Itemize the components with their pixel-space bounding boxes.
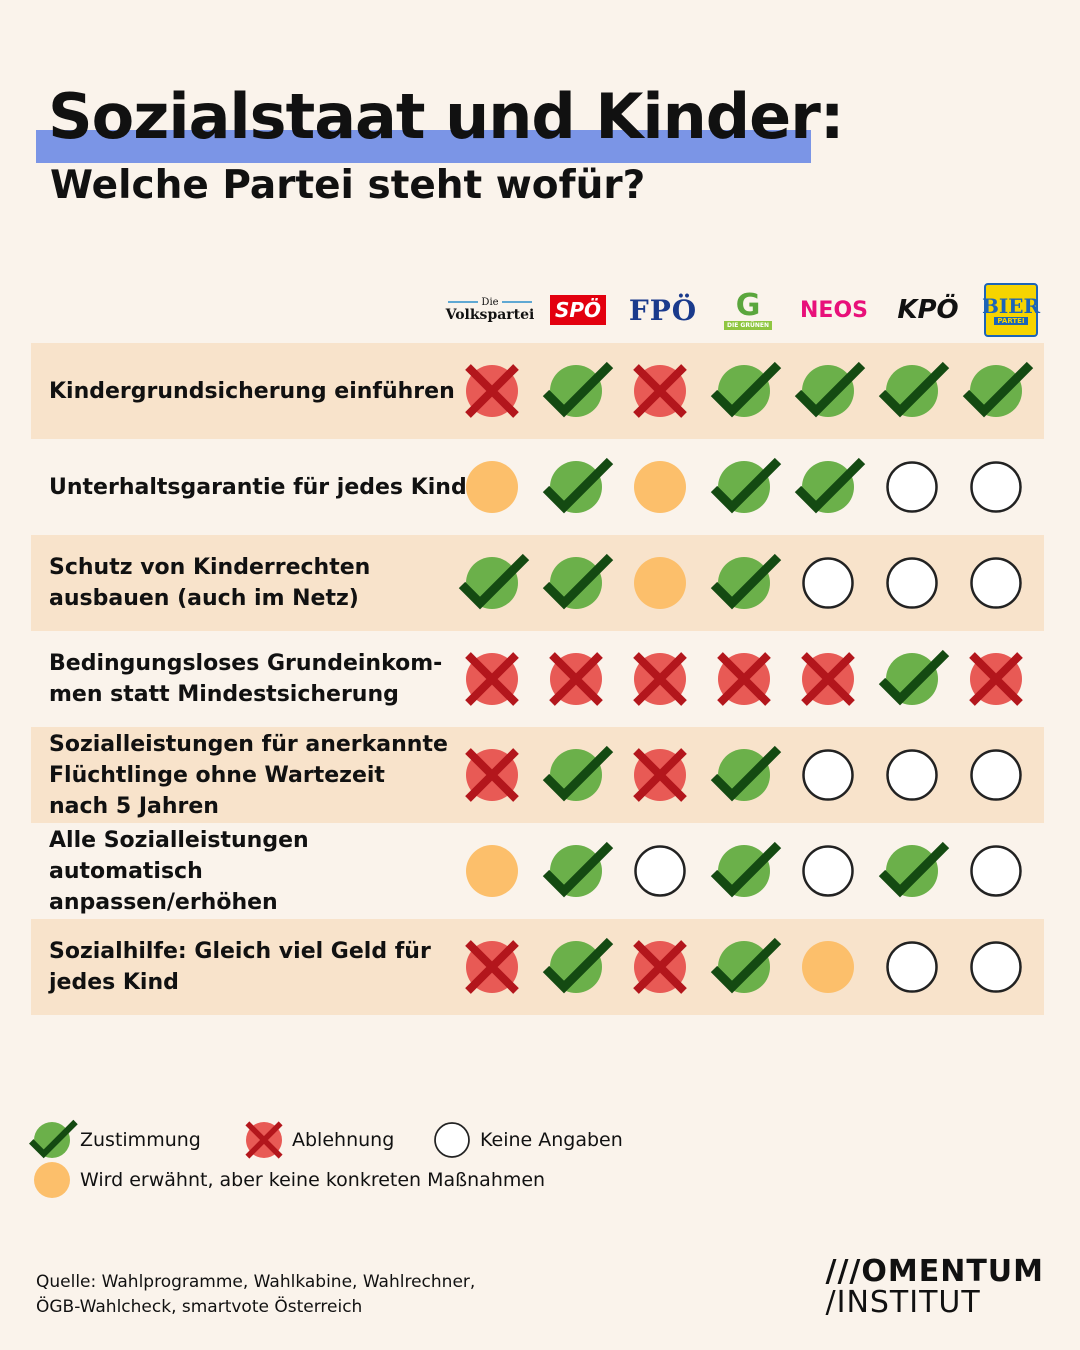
row-label: Sozialhilfe: Gleich viel Geld für jedes … (49, 939, 431, 995)
row-label: Schutz von Kinderrechten ausbauen (auch … (49, 555, 371, 611)
cross-icon (245, 1121, 283, 1159)
legend-item-no: Ablehnung (245, 1121, 395, 1159)
check-icon (29, 1119, 78, 1159)
cross-icon (717, 652, 771, 706)
empty-circle-icon (970, 749, 1022, 801)
check-icon (542, 553, 614, 610)
legend-label-no: Ablehnung (292, 1129, 395, 1151)
orange-circle-icon (634, 461, 686, 513)
check-icon (878, 361, 950, 418)
check-icon (878, 649, 950, 706)
empty-circle-icon (802, 749, 854, 801)
legend-item-mention: Wird erwähnt, aber keine konkreten Maßna… (34, 1162, 545, 1198)
check-icon (710, 361, 782, 418)
orange-circle-icon (634, 557, 686, 609)
row-label: Kindergrundsicherung einführen (49, 378, 455, 404)
check-icon (542, 745, 614, 802)
check-icon (794, 457, 866, 514)
empty-circle-icon (886, 749, 938, 801)
empty-circle-icon (802, 845, 854, 897)
empty-circle-icon (886, 557, 938, 609)
cross-icon (465, 940, 519, 994)
page-subtitle: Welche Partei steht wofür? (50, 163, 646, 208)
empty-circle-icon (886, 461, 938, 513)
orange-circle-icon (802, 941, 854, 993)
party-logo-spo: SPÖ (536, 280, 620, 340)
party-logo-kpo: KPÖ (897, 295, 959, 325)
brand-logo: ///OMENTUM /INSTITUT (825, 1256, 1044, 1318)
title-highlight (36, 130, 811, 163)
table-row: Alle Sozialleistungen automatisch anpass… (31, 823, 1044, 919)
legend-item-yes: Zustimmung (29, 1119, 201, 1159)
cross-icon (633, 940, 687, 994)
legend-label-none: Keine Angaben (480, 1129, 623, 1151)
check-icon (542, 841, 614, 898)
check-icon (542, 457, 614, 514)
table-row: Kindergrundsicherung einführen (31, 343, 1044, 439)
cross-icon (465, 748, 519, 802)
check-icon (542, 361, 614, 418)
party-logo-ovp: Die Volkspartei (445, 296, 535, 323)
row-label: Sozialleistungen für anerkannte Flüchtli… (49, 731, 448, 819)
check-icon (962, 361, 1034, 418)
orange-circle-icon (34, 1162, 70, 1198)
empty-circle-icon (886, 941, 938, 993)
cross-icon (633, 364, 687, 418)
cross-icon (465, 652, 519, 706)
table-row: Unterhaltsgarantie für jedes Kind (31, 439, 1044, 535)
check-icon (794, 361, 866, 418)
check-icon (710, 457, 782, 514)
empty-circle-icon (970, 461, 1022, 513)
source-note: Quelle: Wahlprogramme, Wahlkabine, Wahlr… (36, 1272, 476, 1317)
row-label: Bedingungsloses Grundeinkom- men statt M… (49, 651, 443, 707)
table-row: Sozialleistungen für anerkannte Flüchtli… (31, 727, 1044, 823)
row-label: Alle Sozialleistungen automatisch anpass… (49, 827, 309, 915)
cross-icon (465, 364, 519, 418)
cross-icon (801, 652, 855, 706)
empty-circle-icon (434, 1122, 470, 1158)
page-title: Sozialstaat und Kinder: (48, 80, 845, 153)
check-icon (710, 841, 782, 898)
table-row: Sozialhilfe: Gleich viel Geld für jedes … (31, 919, 1044, 1015)
empty-circle-icon (970, 845, 1022, 897)
empty-circle-icon (802, 557, 854, 609)
legend-label-mention: Wird erwähnt, aber keine konkreten Maßna… (80, 1169, 546, 1191)
party-logo-bier: BIER PARTEI (969, 280, 1053, 340)
cross-icon (549, 652, 603, 706)
party-logo-neos: NEOS (800, 297, 868, 323)
table-row: Schutz von Kinderrechten ausbauen (auch … (31, 535, 1044, 631)
party-logo-fpo: FPÖ (628, 293, 698, 327)
legend-item-none: Keine Angaben (434, 1122, 623, 1158)
check-icon (458, 553, 530, 610)
legend-label-yes: Zustimmung (80, 1129, 201, 1151)
check-icon (710, 937, 782, 994)
orange-circle-icon (466, 461, 518, 513)
check-icon (878, 841, 950, 898)
party-logo-gruene: G DIE GRÜNEN (706, 280, 790, 340)
check-icon (710, 553, 782, 610)
empty-circle-icon (634, 845, 686, 897)
cross-icon (633, 652, 687, 706)
cross-icon (969, 652, 1023, 706)
cross-icon (633, 748, 687, 802)
brand-line-2: /INSTITUT (825, 1285, 981, 1320)
empty-circle-icon (970, 941, 1022, 993)
empty-circle-icon (970, 557, 1022, 609)
table-row: Bedingungsloses Grundeinkom- men statt M… (31, 631, 1044, 727)
check-icon (542, 937, 614, 994)
row-label: Unterhaltsgarantie für jedes Kind (49, 474, 467, 500)
brand-line-1: ///OMENTUM (825, 1254, 1044, 1289)
orange-circle-icon (466, 845, 518, 897)
check-icon (710, 745, 782, 802)
